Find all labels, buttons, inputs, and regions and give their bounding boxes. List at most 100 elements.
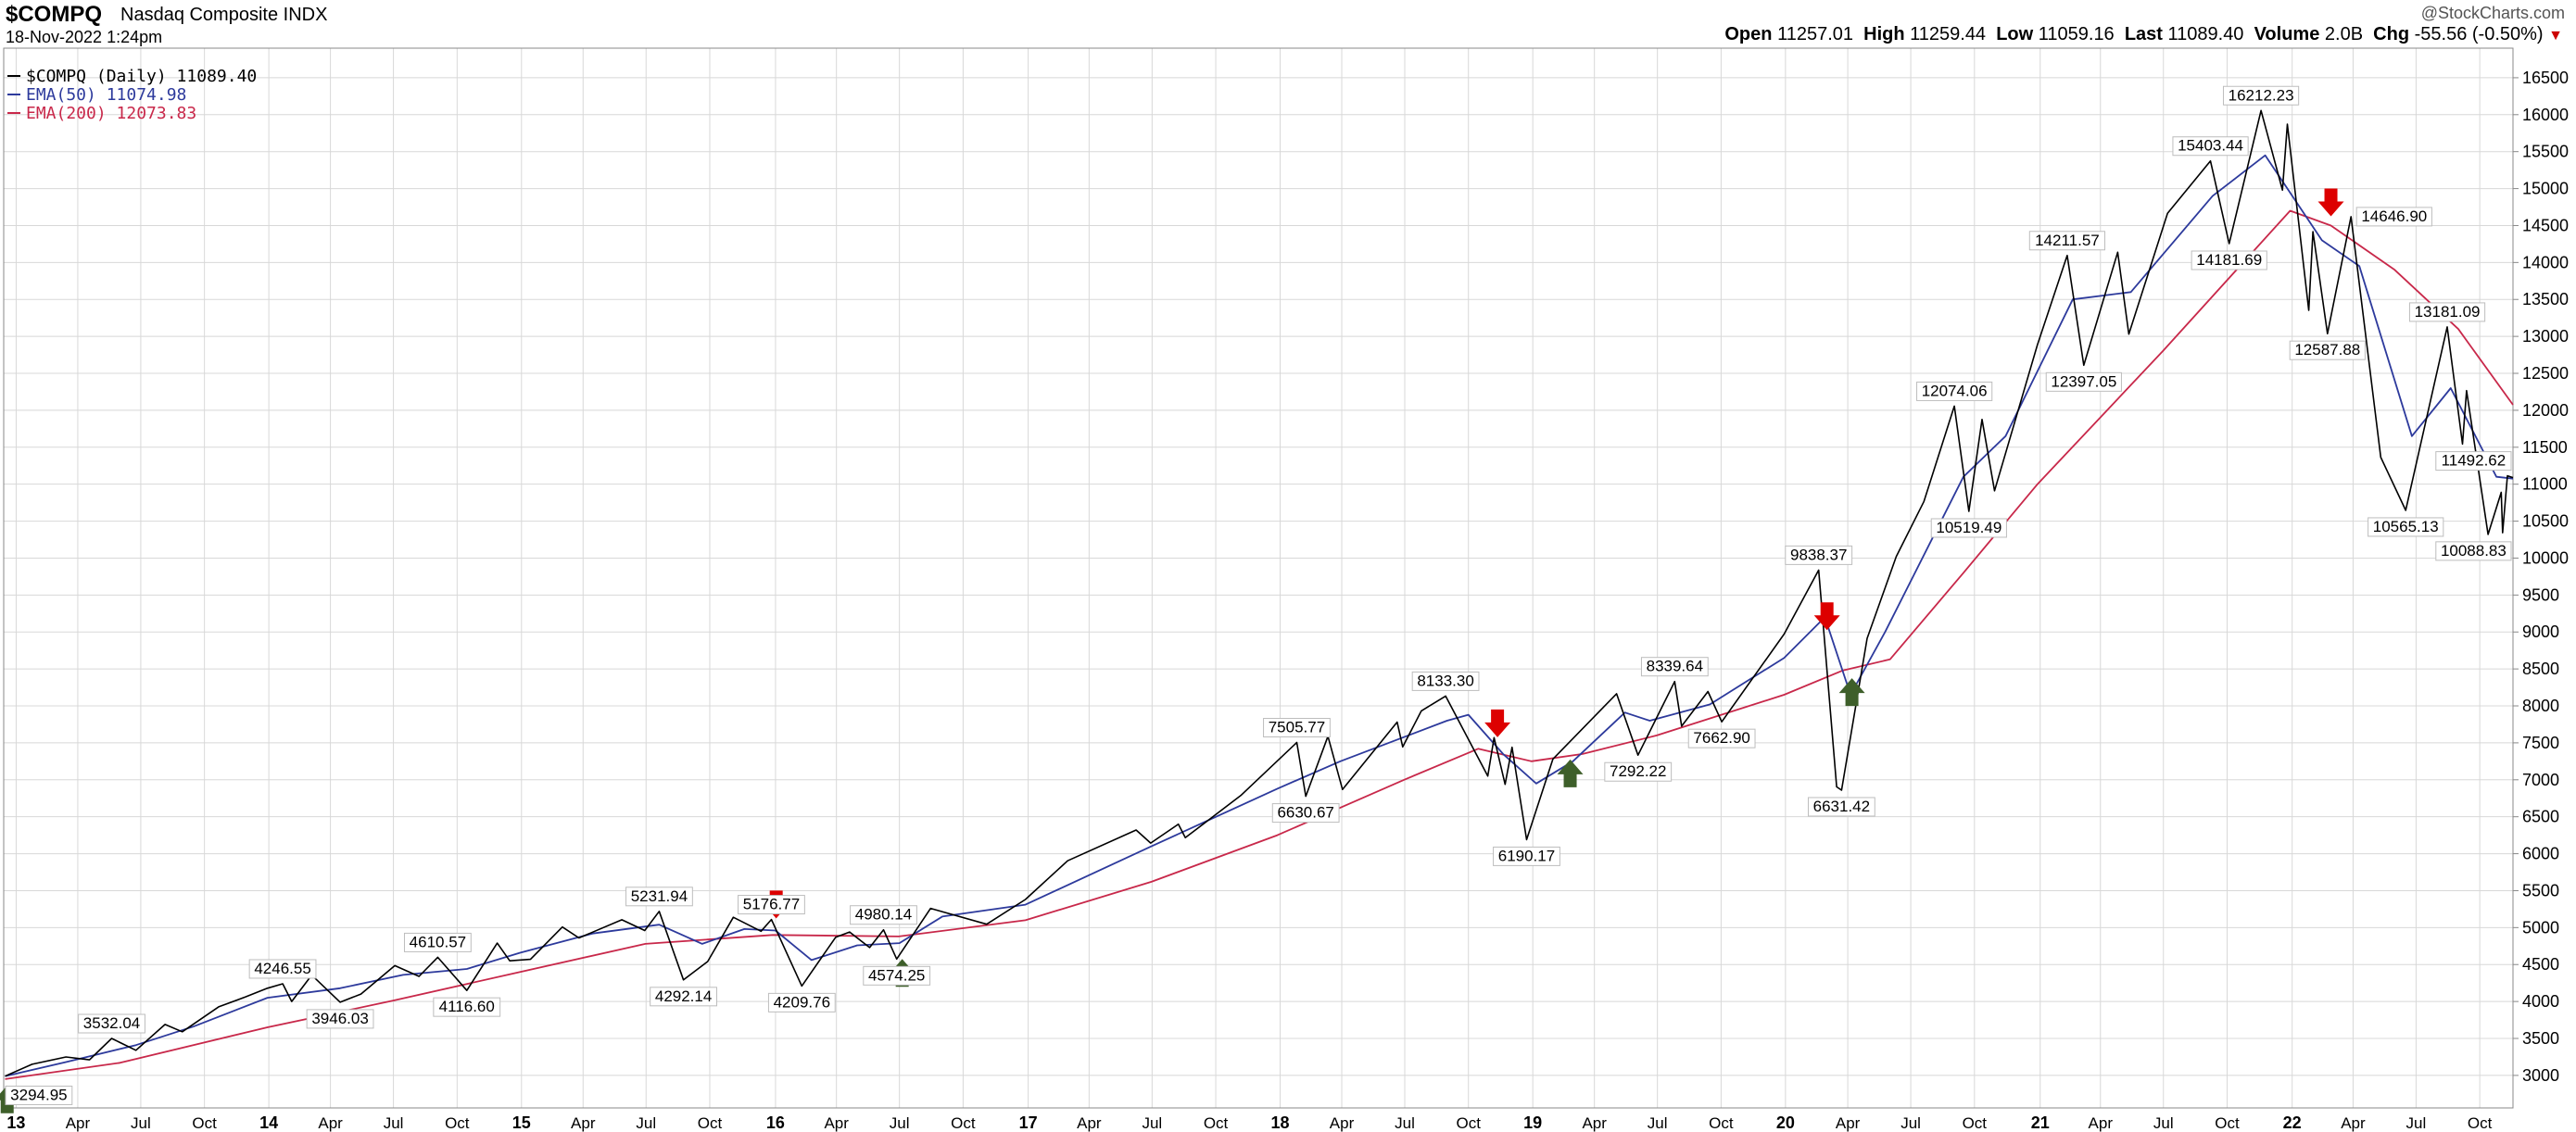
quote-bar: Open 11257.01 High 11259.44 Low 11059.16…: [1724, 24, 2563, 45]
chg-down-icon: ▼: [2548, 28, 2563, 44]
chart-header: $COMPQ Nasdaq Composite INDX 18-Nov-2022…: [0, 0, 2576, 48]
price-annotation: 14211.57: [2028, 231, 2106, 251]
y-tick-label: 16000: [2522, 106, 2569, 124]
price-line: [5, 109, 2514, 1077]
annotation-box: [1916, 381, 1993, 401]
annotation-box: [650, 987, 717, 1007]
price-annotation: 3294.95: [5, 1085, 73, 1105]
y-tick-label: 8000: [2522, 697, 2559, 715]
y-tick-label: 14000: [2522, 253, 2569, 271]
x-tick-label-month: Oct: [1204, 1114, 1229, 1132]
annotation-label: 3946.03: [311, 1010, 368, 1027]
y-tick-label: 6000: [2522, 845, 2559, 863]
signals: [0, 188, 2344, 1113]
price-annotation: 8133.30: [1411, 671, 1480, 691]
price-annotation: 14646.90: [2355, 207, 2432, 227]
price-annotation: 10565.13: [2368, 517, 2444, 537]
ema50-series: [5, 154, 2514, 1077]
x-tick-label-month: Apr: [1077, 1114, 1102, 1132]
price-annotation: 5176.77: [738, 895, 805, 915]
y-tick-label: 5500: [2522, 881, 2559, 899]
x-tick-label-month: Oct: [445, 1114, 470, 1132]
annotation-label: 14181.69: [2196, 251, 2262, 269]
price-annotation: 3532.04: [78, 1013, 145, 1034]
x-tick-label-month: Apr: [1836, 1114, 1861, 1132]
y-tick-label: 14500: [2522, 216, 2569, 234]
annotation-box: [1493, 846, 1560, 866]
x-tick-label-year: 14: [259, 1113, 278, 1132]
annotation-box: [1687, 728, 1756, 748]
x-tick-label-month: Oct: [698, 1114, 723, 1132]
y-tick-label: 4000: [2522, 992, 2559, 1011]
price-annotation: 3946.03: [306, 1009, 374, 1029]
price-annotation: 4574.25: [863, 965, 931, 986]
annotation-label: 12587.88: [2294, 341, 2360, 358]
y-tick-label: 11000: [2522, 475, 2568, 494]
y-tick-label: 7500: [2522, 734, 2559, 752]
annotation-label: 4292.14: [655, 987, 712, 1005]
annotation-box: [738, 895, 805, 915]
annotation-label: 6630.67: [1277, 804, 1333, 822]
annotation-label: 10519.49: [1936, 519, 2001, 536]
annotation-box: [2028, 231, 2106, 251]
x-tick-label-year: 17: [1019, 1113, 1038, 1132]
price-annotation: 5231.94: [625, 887, 693, 907]
annotation-label: 4209.76: [774, 993, 830, 1011]
ema200-series: [5, 209, 2514, 1080]
annotation-box: [2289, 340, 2366, 360]
annotation-label: 7662.90: [1693, 729, 1749, 747]
annotation-label: 12074.06: [1922, 382, 1988, 399]
x-tick-label-month: Jul: [2406, 1114, 2427, 1132]
y-tick-label: 12000: [2522, 401, 2569, 420]
annotation-label: 8339.64: [1647, 658, 1703, 675]
volume-value: 2.0B: [2324, 24, 2364, 44]
price-annotation: 4610.57: [403, 932, 472, 952]
y-axis: 3000 3500 4000 4500 5000 5500 6000 6500 7000 7500…: [2513, 69, 2569, 1085]
x-tick-label-month: Oct: [192, 1114, 217, 1132]
y-tick-label: 10000: [2522, 548, 2569, 567]
annotation-box: [2435, 541, 2512, 561]
last-label: Last: [2124, 24, 2163, 44]
x-tick-label-year: 13: [6, 1113, 25, 1132]
price-annotation: 16212.23: [2222, 85, 2300, 106]
x-tick-label-month: Apr: [1330, 1114, 1355, 1132]
annotation-label: 8133.30: [1417, 672, 1473, 689]
annotation-label: 16212.23: [2229, 86, 2294, 104]
low-value: 11059.16: [2038, 24, 2115, 44]
annotation-box: [2191, 250, 2267, 270]
watermark: @StockCharts.com: [2420, 4, 2565, 22]
annotation-box: [2222, 85, 2300, 106]
annotation-box: [248, 959, 317, 979]
sell-arrow-icon: [1484, 709, 1511, 737]
annotation-label: 3294.95: [10, 1086, 67, 1103]
buy-arrow-icon: [1557, 759, 1584, 787]
annotation-box: [625, 887, 693, 907]
y-tick-label: 10500: [2522, 512, 2569, 531]
x-tick-label-month: Oct: [951, 1114, 976, 1132]
annotation-label: 15403.44: [2178, 137, 2243, 155]
y-tick-label: 11500: [2522, 438, 2568, 457]
x-tick-label-month: Jul: [1142, 1114, 1162, 1132]
y-tick-label: 12500: [2522, 364, 2569, 383]
x-tick-label-month: Oct: [1963, 1114, 1988, 1132]
annotation-label: 5176.77: [743, 896, 800, 913]
annotation-label: 13181.09: [2415, 303, 2481, 321]
x-tick-label-year: 18: [1271, 1113, 1290, 1132]
price-annotation: 12587.88: [2289, 340, 2366, 360]
price-annotation: 4209.76: [767, 992, 836, 1013]
buy-arrow-icon: [1838, 678, 1865, 707]
legend: $COMPQ (Daily) 11089.40 EMA(50) 11074.98…: [7, 67, 257, 123]
price-annotation: 14181.69: [2191, 250, 2267, 270]
y-tick-label: 13500: [2522, 290, 2569, 308]
timestamp: 18-Nov-2022 1:24pm: [6, 28, 163, 46]
x-tick-label-month: Jul: [1395, 1114, 1415, 1132]
annotation-box: [1411, 671, 1480, 691]
price-annotation: 9838.37: [1785, 545, 1853, 565]
annotation-label: 6190.17: [1498, 847, 1555, 864]
low-label: Low: [1996, 24, 2034, 44]
x-tick-label-year: 19: [1523, 1113, 1542, 1132]
annotation-box: [1604, 761, 1673, 782]
annotations: 3294.95 3532.04 4246.55 3946.03 4610.57 4116.…: [5, 85, 2512, 1105]
annotation-label: 14646.90: [2361, 208, 2427, 225]
